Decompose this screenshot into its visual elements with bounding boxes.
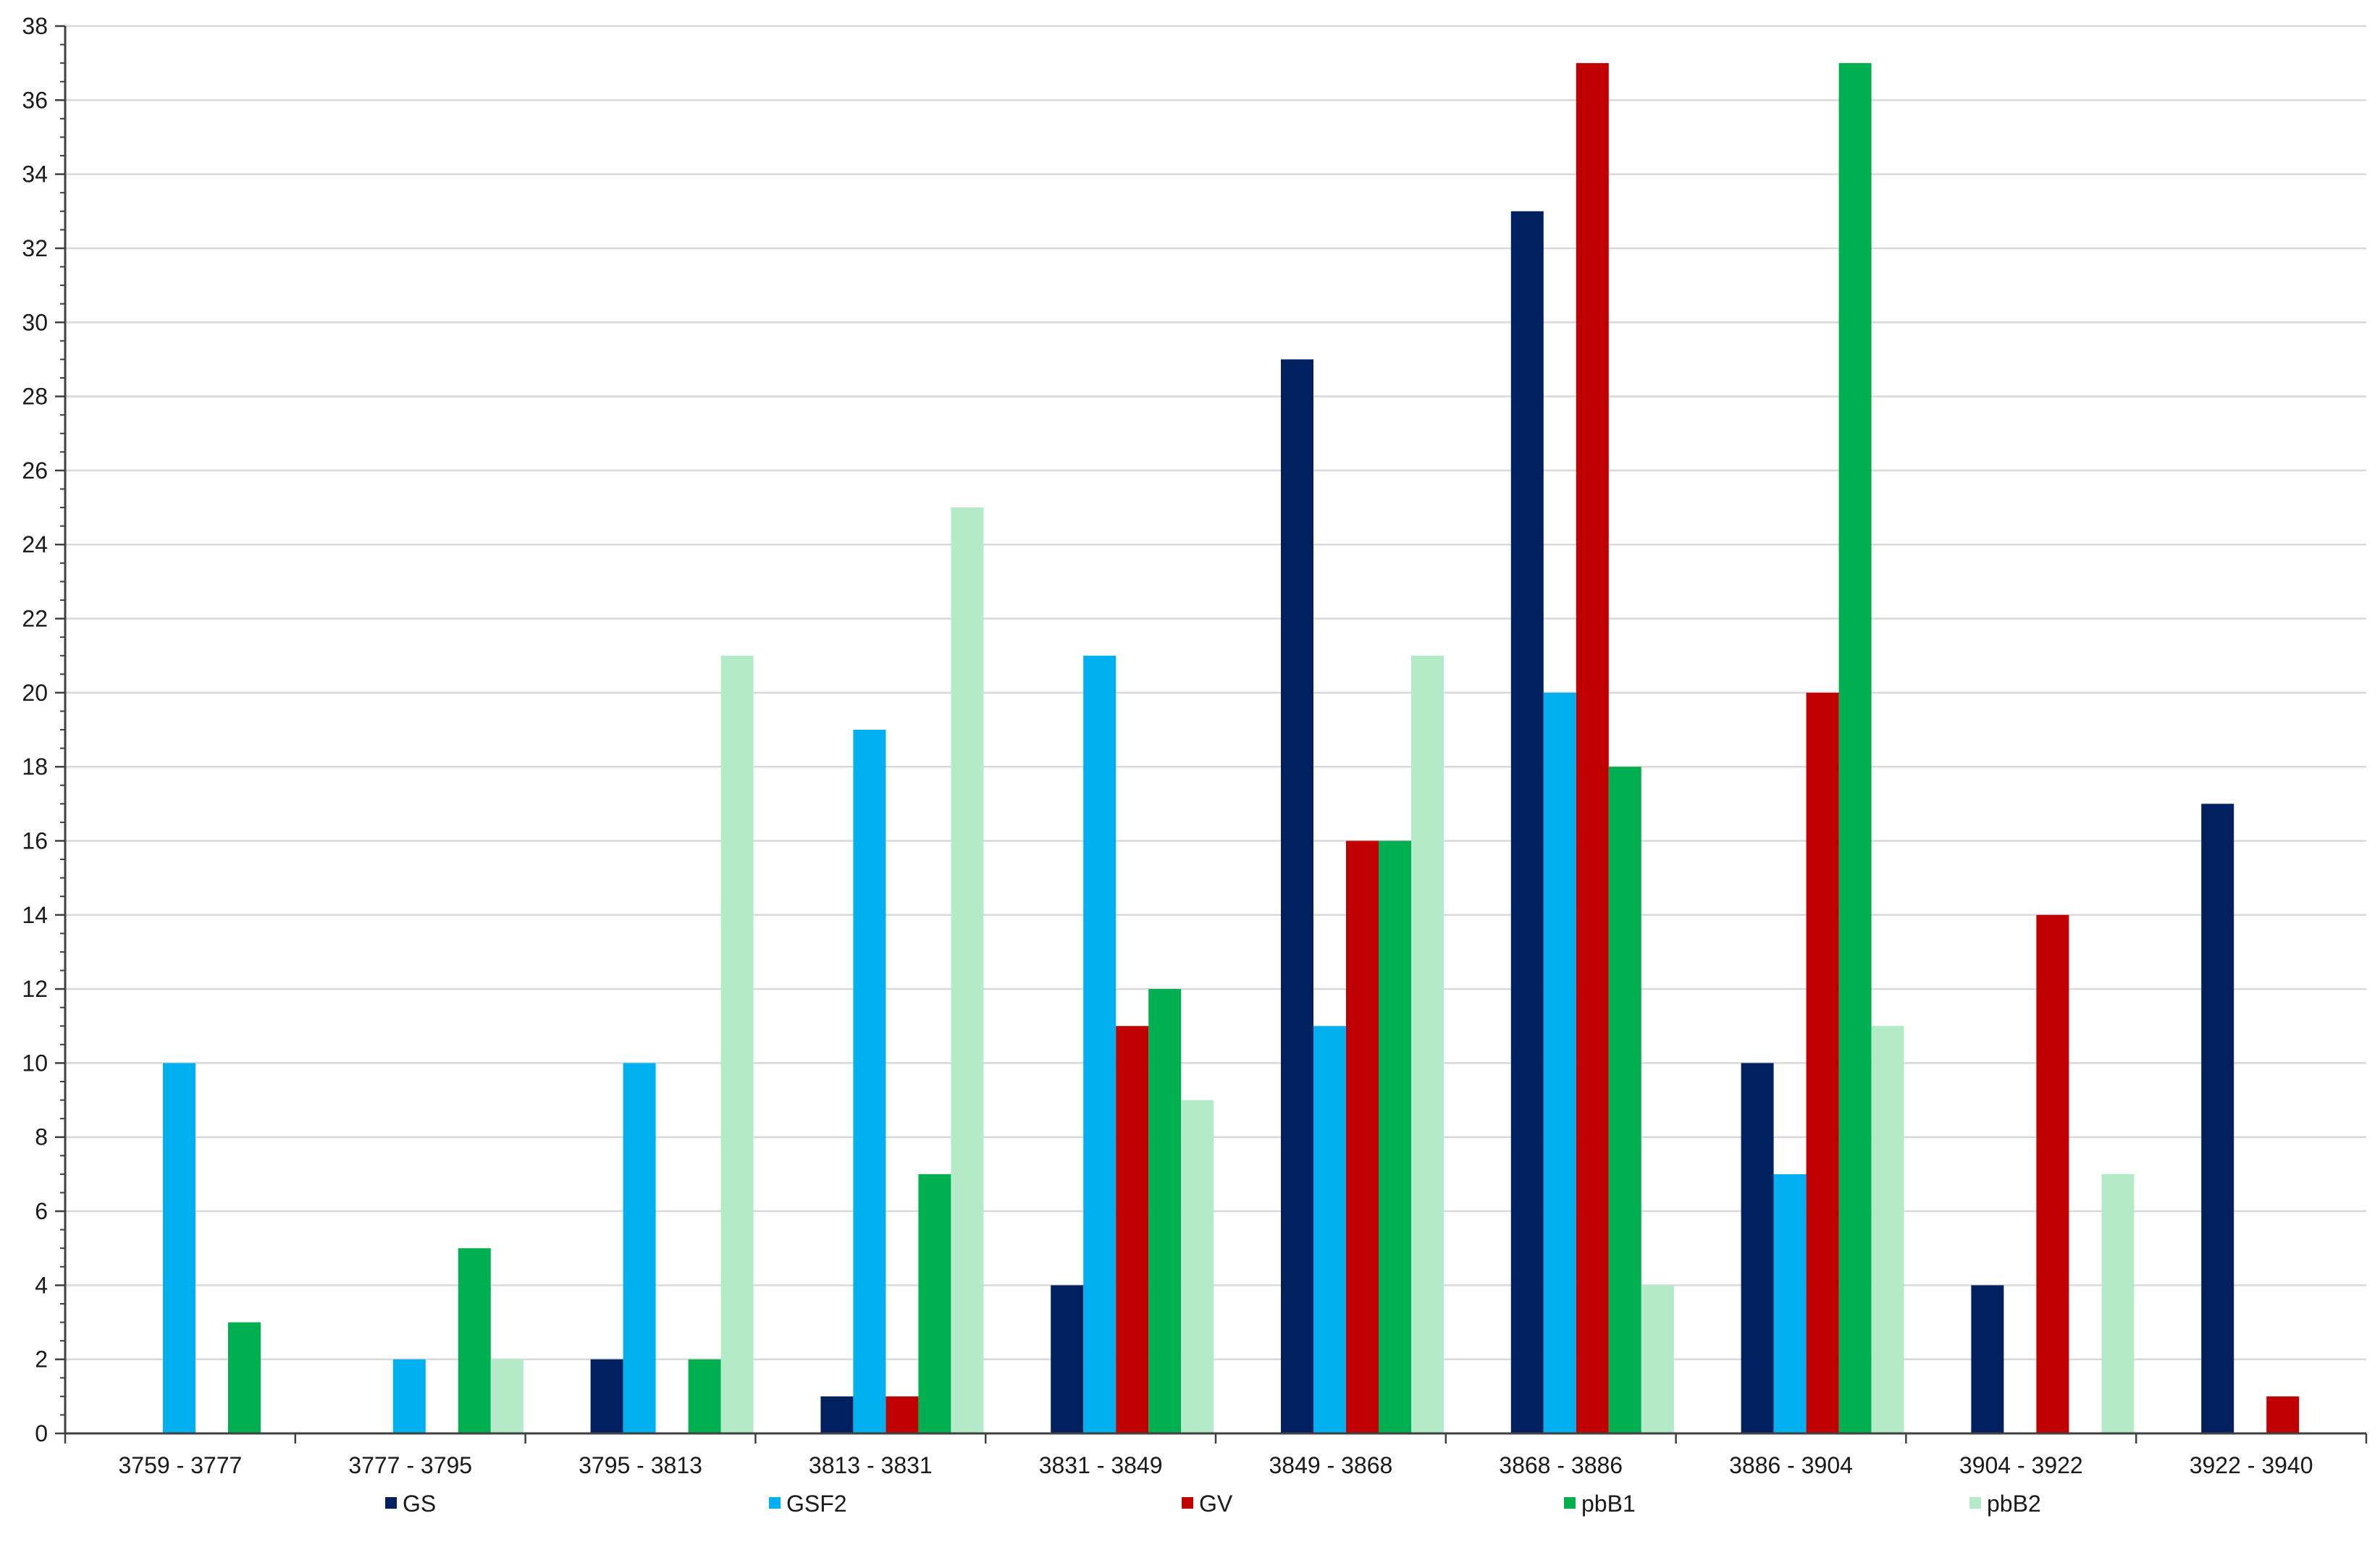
x-tick-label: 3904 - 3922 — [1959, 1452, 2083, 1478]
bar-pbb2-3 — [951, 507, 984, 1433]
bar-pbb2-4 — [1181, 1100, 1214, 1433]
x-tick-label: 3849 - 3868 — [1269, 1452, 1392, 1478]
bar-gsf2-6 — [1543, 692, 1576, 1433]
legend-label-pbb2: pbB2 — [1987, 1491, 2041, 1517]
bar-pbb1-2 — [688, 1359, 721, 1433]
x-tick-label: 3795 - 3813 — [579, 1452, 702, 1478]
y-tick-label: 14 — [22, 902, 48, 928]
y-tick-label: 12 — [22, 976, 48, 1002]
y-tick-label: 28 — [22, 384, 48, 410]
bar-gv-9 — [2266, 1396, 2300, 1433]
bar-gs-8 — [1971, 1285, 2004, 1433]
bar-gv-8 — [2036, 914, 2069, 1433]
bar-pbb1-1 — [458, 1248, 491, 1433]
x-tick-label: 3868 - 3886 — [1499, 1452, 1623, 1478]
y-tick-label: 4 — [35, 1272, 48, 1298]
bar-pbb1-4 — [1148, 989, 1182, 1433]
legend-swatch-gs — [385, 1497, 397, 1509]
legend-swatch-gsf2 — [769, 1497, 781, 1509]
bar-gs-9 — [2201, 804, 2234, 1433]
bar-pbb2-8 — [2101, 1174, 2135, 1433]
bars — [163, 63, 2300, 1434]
bar-pbb2-2 — [720, 655, 754, 1433]
y-tick-label: 34 — [22, 161, 48, 188]
y-tick-label: 38 — [22, 13, 48, 39]
y-tick-label: 22 — [22, 606, 48, 632]
bar-pbb1-0 — [228, 1322, 261, 1433]
y-tick-label: 10 — [22, 1050, 48, 1076]
legend-swatch-pbb1 — [1564, 1497, 1576, 1509]
bar-gsf2-1 — [392, 1359, 426, 1433]
bar-pbb1-3 — [918, 1174, 951, 1433]
bar-gsf2-2 — [623, 1063, 656, 1433]
y-tick-label: 0 — [35, 1420, 48, 1446]
y-tick-label: 6 — [35, 1198, 48, 1224]
bar-gs-3 — [820, 1396, 854, 1433]
bar-pbb2-6 — [1641, 1285, 1674, 1433]
bar-pbb2-1 — [490, 1359, 523, 1433]
axes — [55, 25, 2368, 1444]
y-tick-label: 32 — [22, 235, 48, 261]
x-tick-label: 3759 - 3777 — [118, 1452, 242, 1478]
bar-gsf2-0 — [163, 1063, 195, 1433]
legend-label-gsf2: GSF2 — [786, 1491, 847, 1517]
bar-gv-3 — [886, 1396, 919, 1433]
y-tick-label: 26 — [22, 458, 48, 484]
y-tick-label: 36 — [22, 87, 48, 113]
legend-label-pbb1: pbB1 — [1581, 1491, 1636, 1517]
bar-gs-7 — [1741, 1063, 1774, 1433]
bar-pbb1-7 — [1838, 63, 1872, 1433]
x-tick-label: 3777 - 3795 — [348, 1452, 472, 1478]
bar-pbb2-5 — [1411, 655, 1444, 1433]
bar-pbb1-6 — [1608, 767, 1641, 1433]
bar-gv-4 — [1116, 1026, 1149, 1433]
bar-gs-2 — [590, 1359, 623, 1433]
bar-gs-5 — [1281, 359, 1313, 1434]
bar-gsf2-3 — [853, 730, 886, 1433]
legend: GS GSF2 GV pbB1 pbB2 — [385, 1491, 2041, 1517]
bar-pbb2-7 — [1871, 1026, 1904, 1433]
bar-gv-7 — [1806, 692, 1839, 1433]
x-tick-label: 3813 - 3831 — [809, 1452, 933, 1478]
bar-gs-6 — [1510, 211, 1544, 1434]
y-tick-label: 24 — [22, 531, 48, 557]
y-tick-label: 8 — [35, 1124, 48, 1150]
y-tick-label: 16 — [22, 827, 48, 854]
y-tick-label: 20 — [22, 680, 48, 706]
x-tick-label: 3831 - 3849 — [1039, 1452, 1163, 1478]
y-tick-label: 18 — [22, 754, 48, 780]
bar-gsf2-4 — [1083, 655, 1117, 1433]
legend-swatch-pbb2 — [1969, 1497, 1981, 1509]
bar-gv-6 — [1576, 63, 1609, 1433]
bar-pbb1-5 — [1379, 840, 1411, 1433]
y-tick-label: 30 — [22, 309, 48, 335]
legend-label-gs: GS — [403, 1491, 436, 1517]
x-tick-label: 3922 - 3940 — [2190, 1452, 2313, 1478]
gridlines — [65, 25, 2366, 1360]
bar-gv-5 — [1346, 840, 1379, 1433]
bar-gsf2-5 — [1313, 1026, 1346, 1433]
bar-gsf2-7 — [1773, 1174, 1807, 1433]
bar-gs-4 — [1051, 1285, 1084, 1433]
y-tick-label: 2 — [35, 1347, 48, 1373]
legend-label-gv: GV — [1199, 1491, 1233, 1517]
legend-swatch-gv — [1182, 1497, 1193, 1509]
x-tick-label: 3886 - 3904 — [1729, 1452, 1853, 1478]
x-axis-ticks: 3759 - 3777 3777 - 3795 3795 - 3813 3813 - … — [118, 1452, 2313, 1478]
